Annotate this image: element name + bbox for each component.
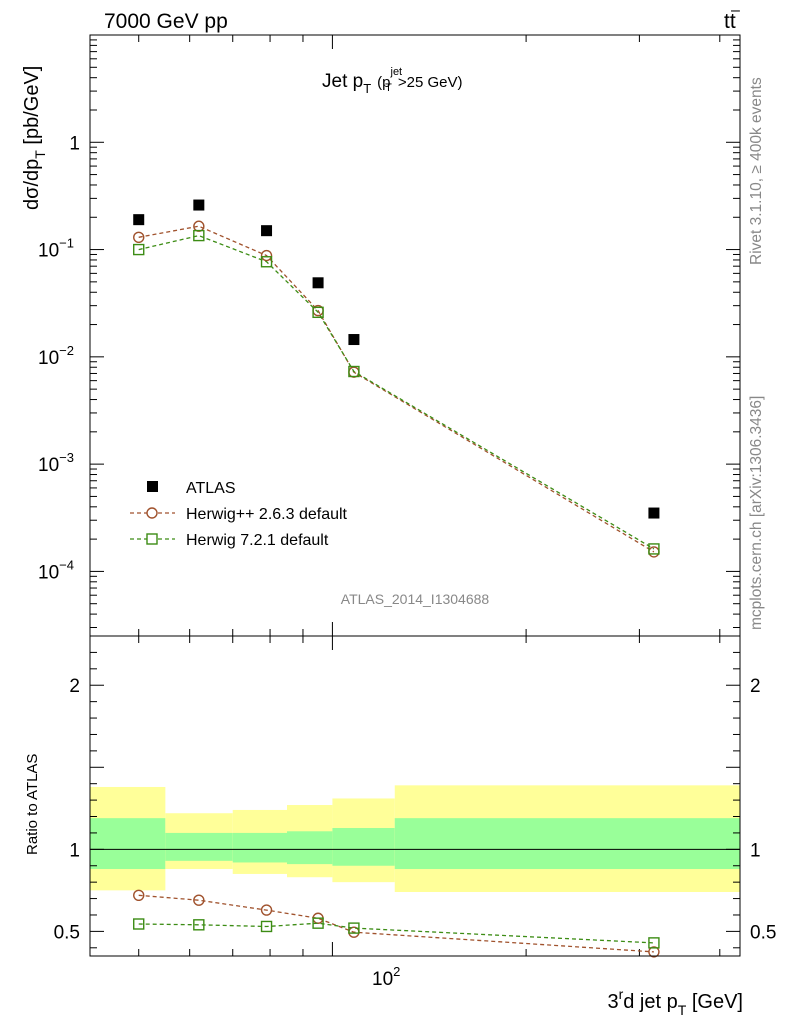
atlas-point: [193, 199, 205, 211]
main-axis-ticks: [90, 34, 740, 636]
main-ytick-label: 10−2: [38, 343, 74, 369]
legend-herwigpp-marker: [146, 507, 158, 519]
main-series-line: [138, 225, 655, 553]
rivet-version-label: Rivet 3.1.10, ≥ 400k events: [748, 77, 765, 265]
main-ytick-labels: 1 10−1 10−2 10−3 10−4: [38, 133, 80, 583]
main-series: [133, 199, 660, 558]
ratio-ytick-label: 2: [69, 676, 80, 697]
ratio-ytick-label-right: 1: [750, 840, 761, 861]
main-title: Jet pT (pjet T >25 GeV): [322, 66, 462, 96]
legend: ATLAS Herwig++ 2.6.3 default Herwig 7.2.…: [130, 480, 348, 549]
band-inner: [165, 832, 233, 861]
main-series-line: [138, 234, 655, 550]
ratio-herwigpp-point: [193, 894, 205, 906]
main-ytick-label: 10−3: [38, 450, 74, 476]
ratio-herwig7-point: [133, 918, 145, 930]
ratio-uncertainty-bands: [90, 785, 740, 892]
main-panel: Jet pT (pjet T >25 GeV) dσ/dpT [pb/GeV] 1 10…: [21, 34, 741, 637]
ratio-axis-ticks: [90, 636, 740, 956]
ratio-ytick-label: 1: [69, 840, 80, 861]
ratio-series: [133, 889, 660, 958]
band-inner: [332, 828, 395, 866]
band-inner: [90, 818, 166, 870]
main-ylabel: dσ/dpT [pb/GeV]: [21, 66, 48, 210]
ratio-series-line: [138, 894, 654, 953]
band-inner: [394, 818, 740, 870]
herwig7-point: [648, 543, 660, 555]
herwig7-point: [260, 256, 273, 268]
band-inner: [232, 832, 287, 863]
ratio-series-0: [133, 889, 660, 958]
main-series-0: [133, 199, 660, 519]
ratio-ytick-labels: 0.5 0.5 1 1 2 2: [54, 676, 777, 943]
main-ytick-label: 10−1: [38, 236, 74, 262]
herwig7-point: [348, 365, 360, 378]
atlas-point: [648, 507, 660, 519]
atlas-point: [133, 214, 145, 226]
legend-atlas-label: ATLAS: [186, 480, 236, 497]
band-inner: [286, 831, 333, 865]
atlas-point: [261, 225, 273, 237]
main-ytick-label: 10−4: [38, 557, 74, 583]
herwig7-point: [193, 229, 205, 242]
ratio-herwigpp-point: [648, 946, 660, 958]
ratio-herwigpp-point: [260, 904, 273, 916]
ratio-herwig7-point: [648, 937, 660, 949]
ratio-xlabel: 3rd jet pT [GeV]: [607, 986, 743, 1018]
mcplots-label: mcplots.cern.ch [arXiv:1306.3436]: [748, 396, 765, 630]
ratio-herwig7-point: [348, 922, 360, 934]
analysis-id-label: ATLAS_2014_I1304688: [341, 591, 490, 607]
ratio-herwig7-point: [260, 920, 273, 933]
herwig7-point: [312, 306, 324, 319]
ratio-series-1: [133, 917, 660, 949]
herwigpp-point: [133, 231, 145, 244]
atlas-point: [312, 277, 324, 289]
ratio-series-line: [138, 922, 654, 944]
legend-atlas-marker: [147, 481, 158, 492]
herwigpp-point: [260, 249, 273, 262]
legend-herwigpp-label: Herwig++ 2.6.3 default: [186, 506, 348, 523]
ratio-ytick-label: 0.5: [54, 922, 80, 943]
legend-herwig7-label: Herwig 7.2.1 default: [186, 532, 329, 549]
ratio-herwigpp-point: [133, 889, 145, 901]
ratio-ytick-label-right: 0.5: [750, 922, 776, 943]
process-bar: –: [731, 2, 740, 19]
ratio-herwig7-point: [312, 917, 324, 929]
ratio-panel: Ratio to ATLAS 0.5 0.5 1 1 2 2 102 3rd jet pT…: [24, 635, 777, 1018]
main-ytick-label: 1: [69, 133, 80, 154]
legend-herwig7-marker: [146, 533, 158, 545]
energy-label: 7000 GeV pp: [104, 10, 228, 33]
process-label: tt: [724, 10, 736, 33]
atlas-point: [348, 334, 360, 346]
ratio-frame: [89, 635, 741, 957]
herwig7-point: [133, 243, 145, 256]
ratio-ytick-label-right: 2: [750, 676, 761, 697]
ratio-ylabel: Ratio to ATLAS: [24, 754, 41, 855]
xtick-label-100: 102: [372, 964, 400, 990]
ratio-herwig7-point: [193, 919, 205, 931]
main-series-2: [133, 229, 660, 555]
